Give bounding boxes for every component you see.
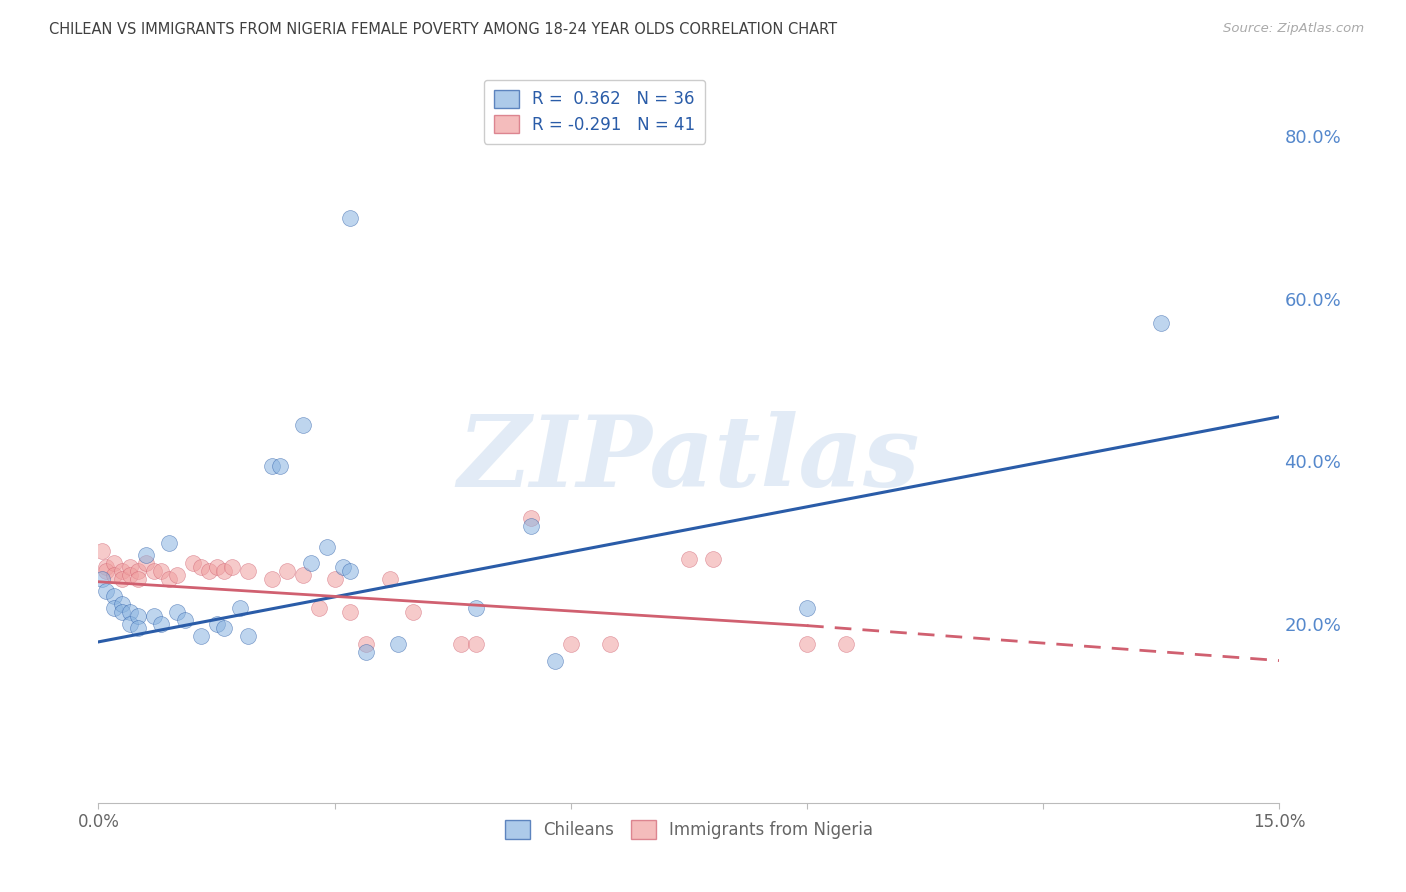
Point xyxy=(221,560,243,574)
Point xyxy=(118,605,141,619)
Point xyxy=(103,568,125,582)
Point xyxy=(118,560,141,574)
Point xyxy=(166,568,188,582)
Point xyxy=(299,556,322,570)
Point xyxy=(702,552,724,566)
Text: CHILEAN VS IMMIGRANTS FROM NIGERIA FEMALE POVERTY AMONG 18-24 YEAR OLDS CORRELAT: CHILEAN VS IMMIGRANTS FROM NIGERIA FEMAL… xyxy=(49,22,838,37)
Point xyxy=(260,572,283,586)
Point xyxy=(111,605,134,619)
Point xyxy=(378,572,401,586)
Point xyxy=(292,568,315,582)
Point xyxy=(166,605,188,619)
Point xyxy=(339,605,361,619)
Point xyxy=(150,617,173,632)
Point xyxy=(520,519,543,533)
Point xyxy=(181,556,204,570)
Point xyxy=(135,548,157,562)
Point xyxy=(229,600,252,615)
Point xyxy=(103,600,125,615)
Point xyxy=(796,600,818,615)
Point xyxy=(150,564,173,578)
Point xyxy=(465,600,488,615)
Point xyxy=(544,654,567,668)
Point xyxy=(354,637,377,651)
Point xyxy=(96,564,118,578)
Point xyxy=(796,637,818,651)
Point xyxy=(599,637,621,651)
Point xyxy=(236,629,259,643)
Point xyxy=(127,564,149,578)
Point xyxy=(214,621,236,635)
Point xyxy=(269,458,291,473)
Point xyxy=(135,556,157,570)
Point xyxy=(332,560,354,574)
Point xyxy=(157,535,180,549)
Point xyxy=(127,608,149,623)
Point xyxy=(118,568,141,582)
Point xyxy=(276,564,298,578)
Point xyxy=(174,613,197,627)
Point xyxy=(91,544,114,558)
Point xyxy=(214,564,236,578)
Point xyxy=(127,621,149,635)
Point xyxy=(560,637,582,651)
Point xyxy=(835,637,858,651)
Point xyxy=(292,417,315,432)
Point xyxy=(339,211,361,225)
Point xyxy=(96,560,118,574)
Text: ZIPatlas: ZIPatlas xyxy=(458,411,920,508)
Point xyxy=(205,617,228,632)
Point xyxy=(387,637,409,651)
Point xyxy=(190,560,212,574)
Point xyxy=(111,564,134,578)
Point xyxy=(142,564,165,578)
Point xyxy=(103,556,125,570)
Point xyxy=(323,572,346,586)
Point xyxy=(402,605,425,619)
Point xyxy=(111,597,134,611)
Point xyxy=(118,617,141,632)
Text: Source: ZipAtlas.com: Source: ZipAtlas.com xyxy=(1223,22,1364,36)
Point xyxy=(678,552,700,566)
Point xyxy=(157,572,180,586)
Point xyxy=(315,540,337,554)
Point xyxy=(142,608,165,623)
Point xyxy=(127,572,149,586)
Point xyxy=(260,458,283,473)
Point xyxy=(1150,316,1173,330)
Point xyxy=(465,637,488,651)
Point xyxy=(354,645,377,659)
Point xyxy=(339,564,361,578)
Point xyxy=(91,572,114,586)
Point xyxy=(205,560,228,574)
Legend: Chileans, Immigrants from Nigeria: Chileans, Immigrants from Nigeria xyxy=(498,814,880,846)
Point xyxy=(96,584,118,599)
Point xyxy=(236,564,259,578)
Point xyxy=(450,637,472,651)
Point xyxy=(103,589,125,603)
Point xyxy=(190,629,212,643)
Point xyxy=(308,600,330,615)
Point xyxy=(111,572,134,586)
Point xyxy=(197,564,219,578)
Point xyxy=(520,511,543,525)
